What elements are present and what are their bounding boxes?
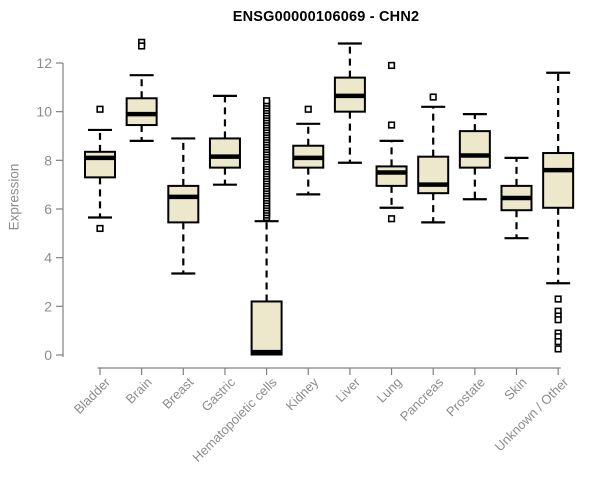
y-tick-label: 12 — [36, 55, 52, 71]
box-iqr — [458, 130, 491, 169]
box-iqr — [250, 300, 283, 356]
boxplot-unknown-other — [542, 71, 575, 353]
x-tick-label: Prostate — [443, 375, 488, 420]
boxplot-kidney — [292, 105, 325, 196]
y-tick-label: 2 — [44, 298, 52, 314]
x-tick-label: Kidney — [283, 374, 322, 413]
outlier-point — [554, 338, 562, 346]
boxplot-lung — [375, 61, 408, 223]
outlier-point — [387, 215, 396, 223]
x-tick-label: Gastric — [198, 374, 238, 414]
x-tick-label: Skin — [501, 375, 529, 403]
outlier-point — [387, 121, 396, 129]
outlier-point — [304, 105, 312, 113]
x-tick-label: Bladder — [71, 374, 114, 417]
outlier-point — [554, 295, 562, 303]
box-iqr — [417, 155, 450, 195]
box-iqr — [208, 137, 241, 169]
x-tick-label: Pancreas — [397, 374, 447, 424]
x-tick-label: Liver — [332, 374, 363, 405]
boxplot-pancreas — [417, 93, 450, 224]
outlier-point — [387, 61, 396, 70]
outlier-point — [96, 105, 104, 113]
outlier-point — [138, 42, 146, 50]
outlier-point — [96, 224, 104, 233]
y-tick-label: 8 — [44, 152, 52, 168]
y-tick-label: 4 — [44, 250, 52, 266]
x-tick-label: Unknown / Other — [492, 374, 572, 454]
outlier-point — [262, 97, 271, 105]
outlier-point — [429, 93, 437, 101]
y-tick-label: 10 — [36, 104, 52, 120]
boxplot-brain — [125, 38, 158, 142]
boxplot-hematopoietic-cells — [250, 97, 283, 356]
x-tick-label: Breast — [159, 374, 196, 411]
box-iqr — [542, 152, 575, 209]
x-tick-label: Brain — [123, 375, 155, 407]
boxplot-skin — [500, 156, 533, 240]
outlier-point — [554, 345, 562, 353]
boxplot-prostate — [458, 112, 491, 201]
chart-title: ENSG00000106069 - CHN2 — [232, 9, 420, 25]
box-iqr — [84, 150, 116, 179]
outlier-point — [554, 316, 562, 324]
boxplot-breast — [167, 137, 200, 275]
y-tick-label: 6 — [44, 201, 52, 217]
y-tick-label: 0 — [44, 347, 52, 363]
box-iqr — [375, 165, 408, 187]
boxplot-liver — [333, 42, 366, 164]
boxplot-bladder — [84, 105, 116, 233]
x-tick-label: Lung — [374, 375, 405, 406]
box-iqr — [125, 97, 158, 127]
box-iqr — [167, 184, 200, 224]
boxplot-gastric — [208, 94, 241, 186]
